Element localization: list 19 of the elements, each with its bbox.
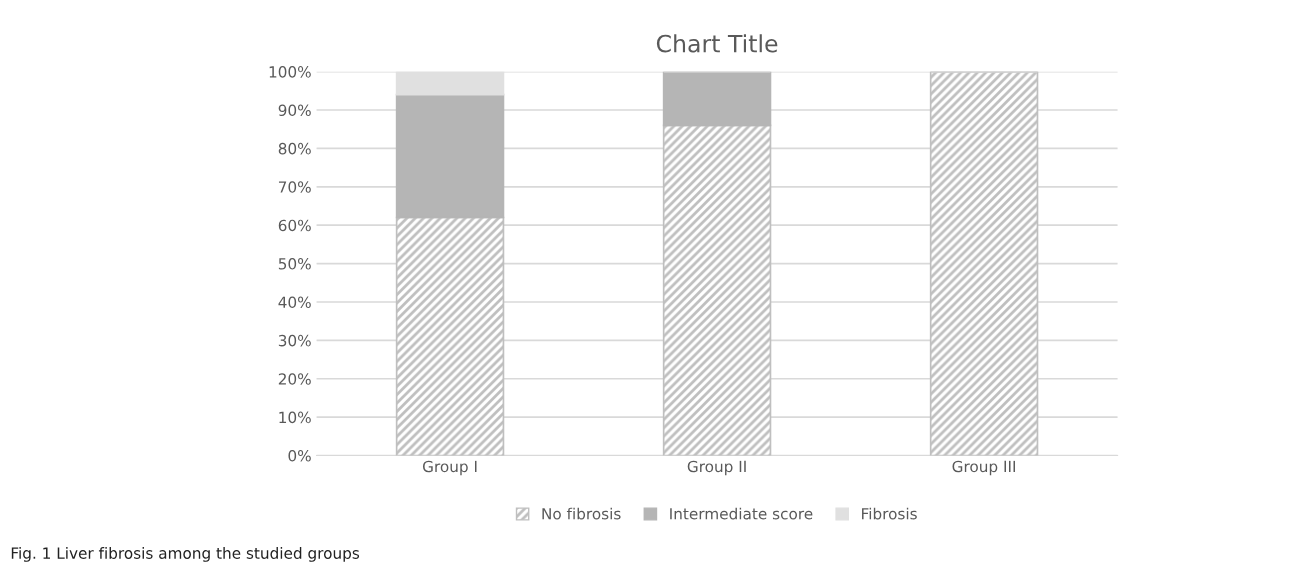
y-tick-label: 70% — [278, 181, 311, 193]
y-tick-label: 80% — [278, 142, 311, 155]
x-tick-label: Group I — [422, 460, 477, 476]
y-tick-label: 20% — [278, 373, 311, 385]
chart-title: Chart Title — [656, 34, 778, 53]
y-tick-label: 30% — [278, 334, 311, 347]
y-tick-label: 90% — [278, 104, 311, 117]
y-tick-label: 50% — [278, 258, 311, 270]
legend-label: Fibrosis — [862, 507, 917, 520]
y-tick-label: 100% — [269, 66, 311, 78]
legend-label: No fibrosis — [542, 507, 621, 520]
y-tick-label: 0% — [288, 450, 311, 462]
y-tick-label: 10% — [279, 411, 311, 424]
x-tick-label: Group III — [952, 460, 1016, 476]
x-tick-label: Group II — [687, 460, 746, 476]
y-tick-label: 60% — [278, 219, 311, 232]
y-tick-label: 40% — [278, 296, 311, 308]
caption: Fig. 1 Liver fibrosis among the studied groups — [11, 547, 360, 562]
legend-label: Intermediate score — [670, 507, 813, 520]
